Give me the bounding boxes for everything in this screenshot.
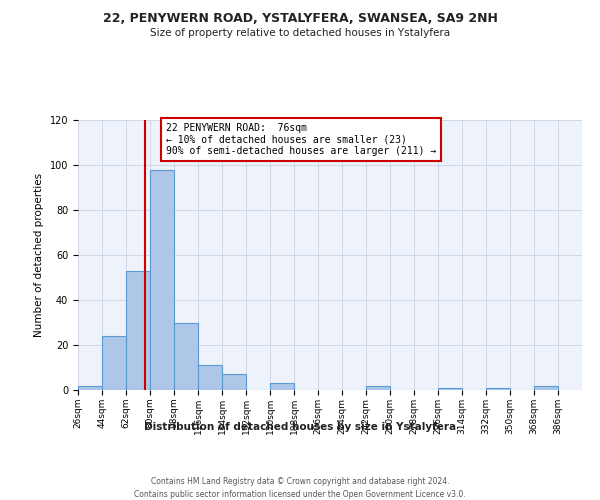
Text: Distribution of detached houses by size in Ystalyfera: Distribution of detached houses by size …: [144, 422, 456, 432]
Bar: [127, 271, 149, 390]
Text: Size of property relative to detached houses in Ystalyfera: Size of property relative to detached ho…: [150, 28, 450, 38]
Y-axis label: Number of detached properties: Number of detached properties: [34, 173, 44, 337]
Text: 22, PENYWERN ROAD, YSTALYFERA, SWANSEA, SA9 2NH: 22, PENYWERN ROAD, YSTALYFERA, SWANSEA, …: [103, 12, 497, 26]
Bar: [223, 374, 245, 390]
Text: Contains HM Land Registry data © Crown copyright and database right 2024.: Contains HM Land Registry data © Crown c…: [151, 478, 449, 486]
Bar: [103, 336, 125, 390]
Text: 22 PENYWERN ROAD:  76sqm
← 10% of detached houses are smaller (23)
90% of semi-d: 22 PENYWERN ROAD: 76sqm ← 10% of detache…: [166, 122, 436, 156]
Bar: [367, 386, 389, 390]
Bar: [175, 322, 197, 390]
Bar: [271, 383, 293, 390]
Bar: [79, 386, 101, 390]
Bar: [535, 386, 557, 390]
Bar: [439, 388, 461, 390]
Text: Contains public sector information licensed under the Open Government Licence v3: Contains public sector information licen…: [134, 490, 466, 499]
Bar: [151, 170, 173, 390]
Bar: [487, 388, 509, 390]
Bar: [199, 365, 221, 390]
